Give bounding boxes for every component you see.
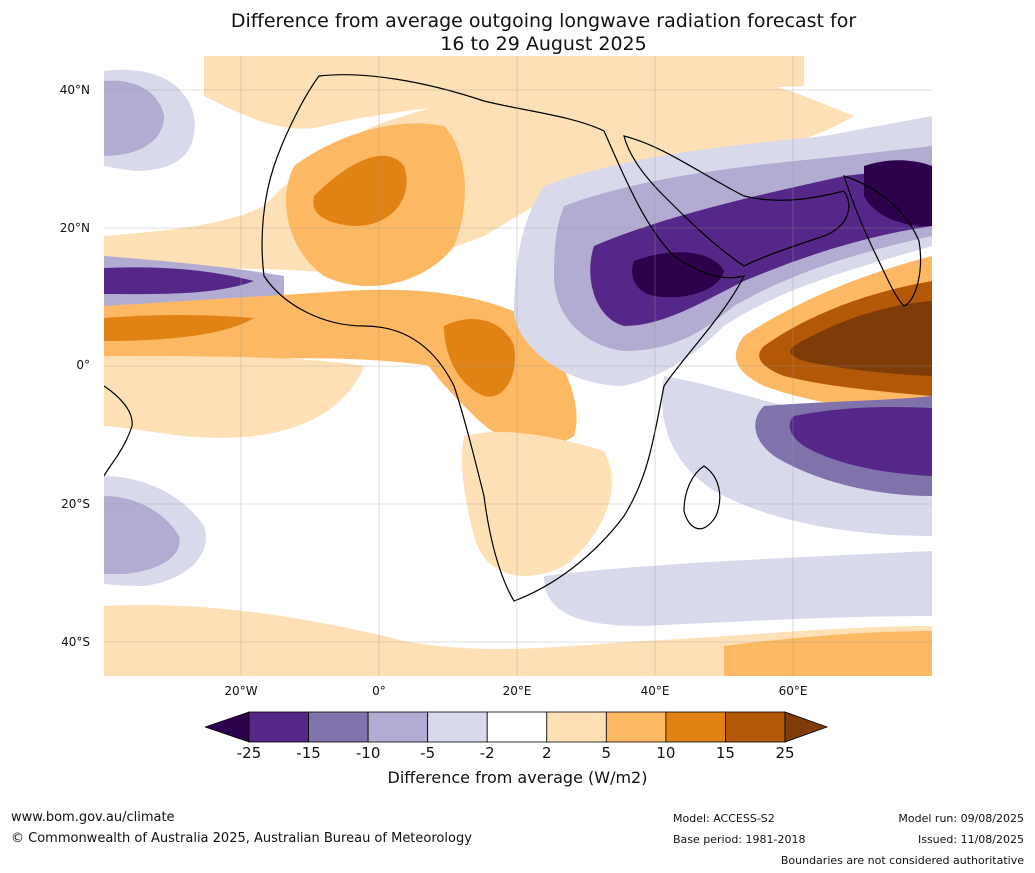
lon-label-60e: 60°E <box>778 684 808 698</box>
map-title: Difference from average outgoing longwav… <box>0 10 1035 56</box>
lat-label-40s: 40°S <box>61 635 90 649</box>
lon-label-20w: 20°W <box>224 684 258 698</box>
title-line-2: 16 to 29 August 2025 <box>440 33 647 55</box>
ocean-map <box>104 56 932 676</box>
anomaly-negative-south-indian-core <box>789 406 932 476</box>
gridlines <box>104 56 932 676</box>
footer-copyright: © Commonwealth of Australia 2025, Austra… <box>11 831 472 846</box>
colorbar-tick-label: 10 <box>656 744 676 762</box>
anomaly-negative-south-atlantic-mid <box>104 496 180 574</box>
footer-url[interactable]: www.bom.gov.au/climate <box>11 810 175 825</box>
footer-base-period: Base period: 1981-2018 <box>673 833 806 846</box>
colorbar-segment <box>605 711 667 743</box>
lat-label-0: 0° <box>76 358 90 372</box>
colorbar-segment <box>486 711 548 743</box>
colorbar-tick-label: 25 <box>775 744 795 762</box>
lat-label-40n: 40°N <box>59 83 90 97</box>
colorbar-arrow-low <box>205 711 250 743</box>
madagascar-coastline <box>683 465 721 530</box>
lon-label-0: 0° <box>372 684 386 698</box>
footer-disclaimer: Boundaries are not considered authoritat… <box>780 854 1024 867</box>
anomaly-negative-north-atlantic-mid <box>104 80 164 156</box>
colorbar-tick-label: -15 <box>296 744 321 762</box>
colorbar-arrow-high <box>784 711 829 743</box>
anomaly-negative-india-core <box>864 160 932 227</box>
colorbar-tick-label: -25 <box>236 744 262 762</box>
anomaly-positive-equatorial-light <box>104 356 364 438</box>
india-coastline <box>843 175 922 307</box>
colorbar-tick-label: -2 <box>479 744 495 762</box>
africa-coastline <box>261 74 746 602</box>
colorbar <box>205 711 829 743</box>
anomaly-negative-south-band <box>544 551 932 626</box>
lon-label-40e: 40°E <box>640 684 670 698</box>
footer-model: Model: ACCESS-S2 <box>673 812 775 825</box>
lat-label-20n: 20°N <box>59 221 90 235</box>
anomaly-positive-north-top <box>204 56 804 129</box>
colorbar-segment <box>367 711 429 743</box>
arabia-coastline <box>623 135 850 267</box>
lat-label-20s: 20°S <box>61 497 90 511</box>
lon-label-20e: 20°E <box>502 684 532 698</box>
colorbar-label: Difference from average (W/m2) <box>387 768 648 787</box>
anomaly-positive-indian-ocean-core <box>790 301 932 376</box>
colorbar-tick-label: 2 <box>541 744 552 762</box>
colorbar-segment <box>725 711 786 743</box>
footer-issued: Issued: 11/08/2025 <box>917 833 1024 846</box>
colorbar-tick-label: -5 <box>420 744 436 762</box>
colorbar-segment <box>248 711 309 743</box>
colorbar-tick-label: 15 <box>715 744 735 762</box>
south-america-coastline <box>104 385 133 477</box>
anomaly-central-africa-core <box>444 318 515 397</box>
colorbar-segment <box>546 711 607 743</box>
anomaly-positive-equatorial-core <box>104 315 254 341</box>
anomaly-negative-west-core <box>104 267 254 295</box>
colorbar-segment <box>308 711 369 743</box>
footer-model-run: Model run: 09/08/2025 <box>898 812 1024 825</box>
anomaly-sahara-dark <box>313 155 407 226</box>
colorbar-segment <box>665 711 726 743</box>
colorbar-tick-label: 5 <box>601 744 612 762</box>
colorbar-segment <box>427 711 488 743</box>
title-line-1: Difference from average outgoing longwav… <box>230 10 857 32</box>
colorbar-tick-label: -10 <box>355 744 381 762</box>
colorbar-ticks: -25 -15 -10 -5 -2 2 5 10 15 25 <box>0 744 1035 764</box>
